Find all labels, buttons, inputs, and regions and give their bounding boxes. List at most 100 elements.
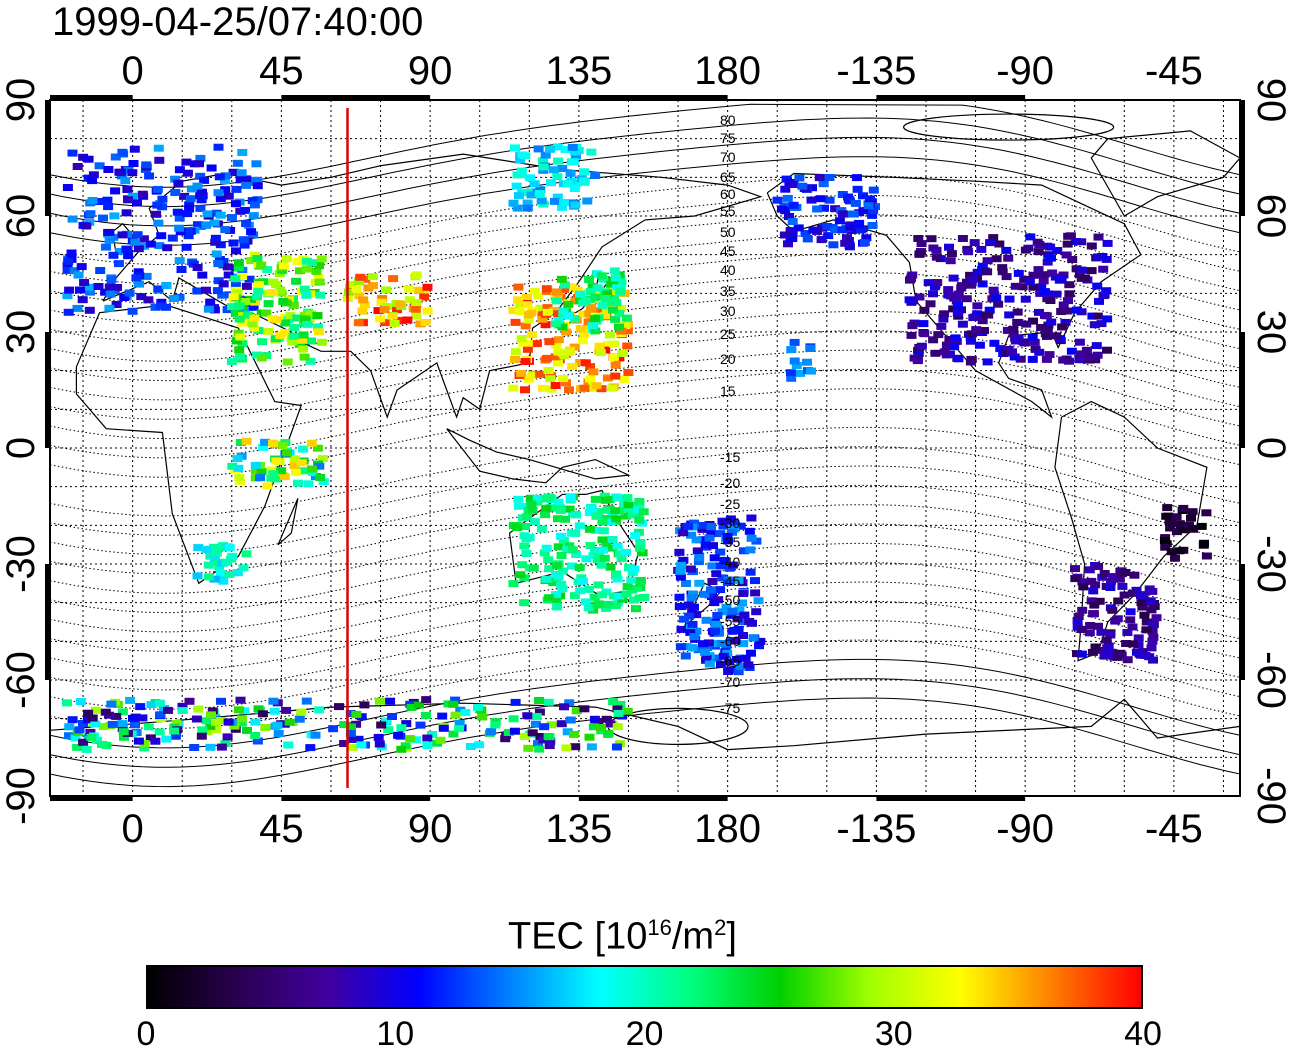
tec-cell [584,509,595,517]
tec-cell [1070,238,1081,245]
tec-cell [694,579,705,587]
tec-cell [732,655,742,663]
tec-cell [454,720,465,727]
tec-cell [512,204,523,212]
tec-cell [604,331,615,339]
mag-lat-contour [49,465,1241,556]
tec-cell [73,271,84,279]
tec-cell [74,726,85,734]
tec-cell [280,319,291,327]
tec-cell [1088,587,1099,595]
tec-cell [211,718,221,726]
tec-cell [199,176,210,184]
tec-cell [157,195,168,203]
mag-lat-label: -70 [720,674,740,690]
tec-cell [578,337,588,345]
tec-cell [586,743,597,751]
tec-cell [1094,297,1104,305]
tec-cell [104,304,115,312]
tec-cell [982,358,993,366]
tec-cell [248,303,259,311]
tec-cell [174,166,185,174]
tec-cell [708,542,718,550]
mag-lat-label: 70 [720,149,736,165]
tec-cell [281,706,292,714]
tec-cell [266,474,277,482]
tec-cell [754,642,764,650]
tec-cell [541,505,552,513]
tec-cell [1076,650,1087,658]
tec-cell [131,274,142,282]
tec-cell [868,206,879,214]
tec-cell [1046,254,1056,262]
tec-cell [1004,311,1015,319]
tec-cell [174,214,185,222]
tec-cell [174,257,185,265]
tec-cell [267,289,278,297]
tec-cell [585,542,596,549]
tec-cell [837,191,848,198]
tec-cell [296,708,307,716]
tec-cell [577,577,588,585]
tec-cell [221,558,232,566]
tec-cell [870,203,880,211]
tec-cell [782,194,793,202]
tec-cell [516,167,527,175]
tec-cell [227,552,238,560]
tec-cell [234,478,245,485]
tec-cell [946,250,957,258]
tec-cell [234,302,245,310]
tec-cell [552,193,563,201]
tec-cell [272,721,283,729]
tec-cell [579,168,589,176]
tec-cell [517,151,528,159]
tec-cell [1047,269,1058,277]
tec-cell [313,273,324,281]
tec-cell [79,279,90,286]
tec-cell [316,255,327,263]
tec-cell [346,281,356,289]
tec-cell [526,331,537,339]
frame-bar-left [45,100,50,216]
tec-cell [916,240,927,248]
tec-cell [1102,315,1113,323]
tec-cell [610,361,621,369]
tec-cell [791,362,802,369]
tec-cell [1003,254,1014,262]
tec-cell [223,271,234,279]
tec-cell [745,568,756,576]
tec-cell [216,743,227,751]
tec-cell [785,234,796,242]
tec-cell [724,658,735,666]
tec-cell [207,707,218,715]
tec-cell [163,706,173,714]
tec-cell [262,482,273,490]
tec-cell [62,184,73,191]
tec-cell [1087,312,1098,320]
tec-cell [676,625,687,633]
tec-cell [1139,611,1150,619]
tec-cell [1034,348,1045,356]
tec-cell [1084,629,1095,637]
tec-cell [404,285,415,293]
mag-lat-contour [49,388,1241,478]
tec-cell [572,286,583,294]
tec-cell [623,369,634,376]
tec-cell [290,455,300,463]
tec-cell [312,312,323,320]
tec-cell [513,283,524,291]
tec-cell [253,287,264,295]
tec-cell [564,505,575,513]
tec-cell [931,253,942,261]
tec-cell [524,374,535,382]
tec-cell [582,197,593,205]
tec-cell [406,703,417,711]
tec-cell [557,567,568,575]
tec-cell [533,292,544,300]
top-lon-tick: -90 [996,49,1054,93]
tec-cell [637,549,647,557]
tec-cell [1201,552,1212,560]
tec-observations [62,143,1212,753]
tec-cell [298,445,309,453]
tec-cell [602,290,613,298]
